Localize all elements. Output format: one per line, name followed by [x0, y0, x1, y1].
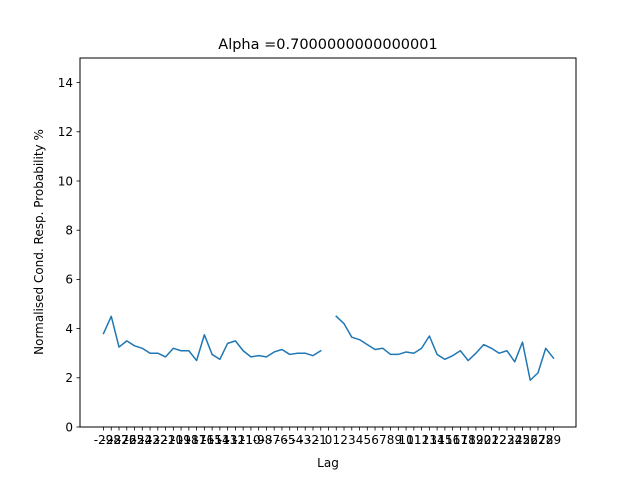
x-tick-label: 7 — [379, 433, 387, 447]
x-tick-label: -26 — [117, 433, 137, 447]
series-line — [102, 315, 555, 382]
x-tick-label: 27 — [530, 433, 545, 447]
x-tick-label: 23 — [499, 433, 514, 447]
x-tick-label: 13 — [422, 433, 437, 447]
x-tick-label: -9 — [253, 433, 265, 447]
x-tick-label: 6 — [371, 433, 379, 447]
x-tick-label: -4 — [291, 433, 303, 447]
x-tick-label: 10 — [398, 433, 413, 447]
x-tick-label: 4 — [356, 433, 364, 447]
x-tick-label: 26 — [523, 433, 538, 447]
y-axis-label: Normalised Cond. Resp. Probability % — [32, 129, 46, 355]
x-tick-label: -12 — [226, 433, 246, 447]
x-tick-label: 1 — [332, 433, 340, 447]
x-tick-label: -14 — [210, 433, 230, 447]
x-tick-label: -18 — [179, 433, 199, 447]
x-tick-label: 25 — [515, 433, 530, 447]
y-tick-label: 0 — [65, 420, 73, 434]
x-tick-label: -22 — [148, 433, 168, 447]
chart-title: Alpha =0.7000000000000001 — [218, 37, 437, 53]
x-tick-label: -8 — [260, 433, 272, 447]
x-tick-label: 14 — [429, 433, 444, 447]
x-tick-label: 9 — [395, 433, 403, 447]
x-tick-label: -3 — [299, 433, 311, 447]
x-tick-label: -19 — [171, 433, 191, 447]
x-tick-label: 12 — [414, 433, 429, 447]
x-tick-label: 16 — [445, 433, 460, 447]
x-tick-label: -25 — [125, 433, 145, 447]
x-tick-label: 22 — [492, 433, 507, 447]
y-tick-label: 12 — [58, 125, 73, 139]
x-tick-label: 21 — [484, 433, 499, 447]
x-tick-label: 24 — [507, 433, 522, 447]
x-tick-label: 15 — [437, 433, 452, 447]
x-tick-label: 20 — [476, 433, 491, 447]
x-tick-label: -11 — [233, 433, 253, 447]
y-tick-label: 6 — [65, 273, 73, 287]
x-tick-label: 3 — [348, 433, 356, 447]
x-tick-label: -28 — [101, 433, 121, 447]
x-tick-label: -1 — [315, 433, 327, 447]
x-tick-label: 5 — [363, 433, 371, 447]
x-tick-label: 0 — [325, 433, 333, 447]
x-tick-label: -27 — [109, 433, 129, 447]
x-tick-label: -2 — [307, 433, 319, 447]
x-tick-label: -29 — [94, 433, 114, 447]
x-tick-label: -20 — [164, 433, 184, 447]
x-tick-label: -24 — [132, 433, 152, 447]
x-tick-label: 28 — [538, 433, 553, 447]
plot-area — [102, 315, 555, 382]
x-tick-label: -5 — [284, 433, 296, 447]
x-tick-label: 11 — [406, 433, 421, 447]
y-axis-ticks: 0 2 4 6 8 10 12 14 — [58, 76, 80, 434]
x-tick-label: -17 — [187, 433, 207, 447]
x-tick-label: 29 — [546, 433, 561, 447]
y-tick-label: 10 — [58, 174, 73, 188]
x-tick-label: -13 — [218, 433, 238, 447]
y-tick-label: 14 — [58, 76, 73, 90]
x-tick-label: -23 — [140, 433, 160, 447]
x-tick-label: 2 — [340, 433, 348, 447]
x-tick-label: 8 — [387, 433, 395, 447]
axes-frame — [79, 57, 577, 428]
x-tick-label: -10 — [241, 433, 261, 447]
y-tick-label: 8 — [65, 224, 73, 238]
x-tick-label: -6 — [276, 433, 288, 447]
x-tick-label: -21 — [156, 433, 176, 447]
y-tick-label: 2 — [65, 371, 73, 385]
x-tick-label: -16 — [195, 433, 215, 447]
x-axis-ticks: -29-28-27-26-25-24-23-22-21-20-19-18-17-… — [94, 427, 561, 447]
x-tick-label: 19 — [468, 433, 483, 447]
x-tick-label: 18 — [461, 433, 476, 447]
x-tick-label: -7 — [268, 433, 280, 447]
x-tick-label: -15 — [202, 433, 222, 447]
x-axis-label: Lag — [317, 456, 339, 470]
x-tick-label: 17 — [453, 433, 468, 447]
y-tick-label: 4 — [65, 322, 73, 336]
